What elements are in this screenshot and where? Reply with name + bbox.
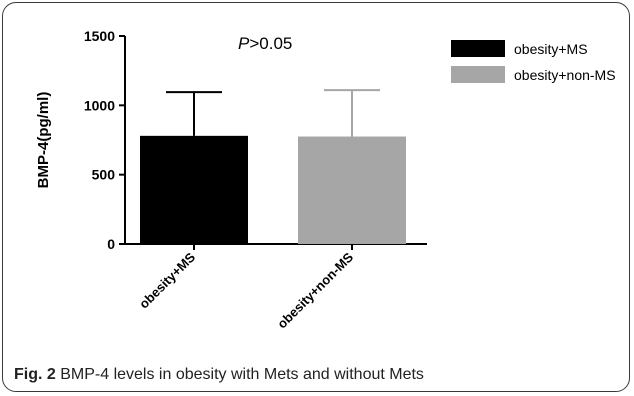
p-value-annotation: P>0.05 [238, 34, 292, 53]
legend-label: obesity+MS [514, 41, 588, 57]
caption-text: BMP-4 levels in obesity with Mets and wi… [55, 366, 424, 383]
p-value-text: >0.05 [249, 34, 292, 53]
figure-number: Fig. 2 [14, 366, 56, 383]
x-tick-label: obesity+non-MS [274, 249, 356, 331]
p-value-symbol: P [238, 34, 250, 53]
y-axis-label: BMP-4(pg/ml) [35, 92, 52, 189]
x-tick-label: obesity+MS [136, 249, 198, 311]
chart-bars [140, 89, 406, 244]
y-tick-label: 500 [92, 167, 116, 183]
legend-swatch [451, 66, 505, 83]
bar-chart: 0 500 1000 1500 obesity+MS obesity+non-MS obe… [35, 28, 616, 331]
figure-caption: Fig. 2 BMP-4 levels in obesity with Mets… [14, 366, 424, 384]
chart-legend: obesity+MS obesity+non-MS [451, 40, 616, 83]
legend-label: obesity+non-MS [514, 67, 616, 83]
bar [298, 136, 406, 244]
y-tick-label: 1500 [84, 28, 115, 44]
bar [140, 135, 248, 244]
legend-swatch [451, 40, 505, 57]
y-tick-label: 1000 [84, 97, 115, 113]
y-tick-label: 0 [107, 236, 115, 252]
